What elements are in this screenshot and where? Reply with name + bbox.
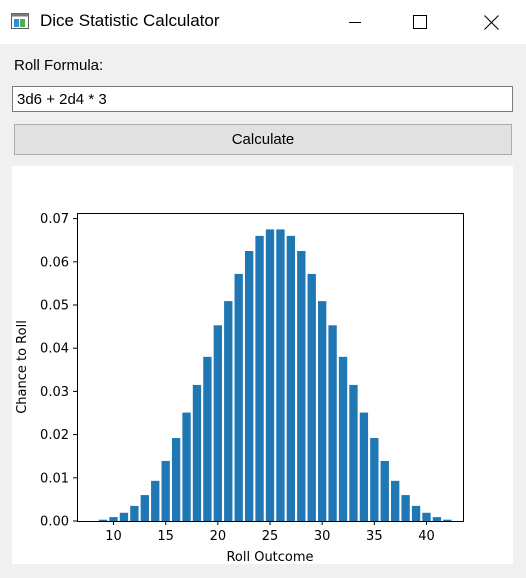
bar-32 [338, 356, 348, 521]
maximize-button[interactable] [397, 0, 443, 44]
y-tick-label: 0.02 [40, 428, 69, 443]
bar-12 [130, 505, 139, 521]
minimize-icon [349, 22, 361, 23]
bar-30 [317, 301, 327, 521]
x-tick-label: 25 [262, 529, 279, 544]
y-tick-label: 0.03 [40, 385, 69, 400]
bar-40 [422, 512, 431, 521]
bar-18 [192, 384, 202, 521]
title-bar: Dice Statistic Calculator [0, 0, 526, 44]
bar-39 [411, 505, 421, 521]
bar-36 [380, 460, 389, 521]
y-tick-label: 0.00 [40, 515, 69, 530]
x-tick-label: 10 [105, 529, 122, 544]
roll-formula-input[interactable] [12, 86, 513, 112]
bar-16 [171, 438, 181, 521]
y-tick-label: 0.04 [40, 342, 69, 357]
bar-19 [203, 356, 212, 521]
y-axis-ticks: 0.00 0.01 0.02 0.03 0.04 0.05 0.06 0.07 [40, 212, 77, 530]
calculate-button[interactable]: Calculate [14, 124, 512, 155]
window-title: Dice Statistic Calculator [40, 11, 220, 30]
x-tick-label: 20 [210, 529, 227, 544]
bar-26 [276, 229, 285, 521]
bar-29 [307, 273, 316, 521]
bar-27 [286, 235, 296, 521]
bar-series [98, 229, 452, 521]
bar-24 [255, 235, 264, 521]
bar-23 [244, 251, 254, 521]
bar-20 [213, 325, 223, 521]
bar-13 [140, 495, 149, 521]
y-tick-label: 0.06 [40, 255, 69, 270]
bar-9 [98, 519, 108, 521]
x-axis-label: Roll Outcome [226, 550, 313, 564]
roll-formula-label: Roll Formula: [14, 57, 104, 74]
bar-33 [349, 384, 358, 521]
bar-37 [391, 480, 400, 521]
x-axis-ticks: 10 15 20 25 30 35 40 [105, 521, 435, 544]
bar-14 [151, 480, 160, 521]
bar-17 [182, 412, 191, 521]
bar-28 [297, 251, 306, 521]
close-button[interactable] [468, 0, 514, 44]
x-tick-label: 40 [418, 529, 435, 544]
x-tick-label: 15 [157, 529, 174, 544]
bar-38 [401, 495, 410, 521]
bar-15 [161, 460, 170, 521]
bar-34 [359, 412, 369, 521]
bar-42 [443, 519, 452, 521]
roll-distribution-chart: 10 15 20 25 30 35 40 0.000.010.020.030.040.050… [15, 212, 464, 564]
y-axis-label: Chance to Roll [15, 320, 30, 414]
minimize-button[interactable] [332, 0, 378, 44]
bar-25 [265, 229, 275, 521]
y-tick-label: 0.01 [40, 471, 69, 486]
app-icon [11, 13, 29, 29]
plot-canvas: 10 15 20 25 30 35 40 0.00 0.01 0.02 0.03 0.04 0.05 0… [12, 166, 513, 564]
y-tick-label: 0.05 [40, 299, 69, 314]
bar-35 [370, 438, 379, 521]
x-tick-label: 35 [366, 529, 383, 544]
bar-10 [109, 517, 118, 521]
maximize-icon [413, 15, 427, 29]
y-tick-label: 0.07 [40, 212, 69, 227]
bar-22 [234, 273, 243, 521]
bar-21 [224, 301, 233, 521]
bar-41 [432, 517, 442, 521]
x-tick-label: 30 [314, 529, 331, 544]
bar-31 [328, 325, 337, 521]
bar-11 [119, 512, 129, 521]
close-icon [483, 14, 499, 30]
